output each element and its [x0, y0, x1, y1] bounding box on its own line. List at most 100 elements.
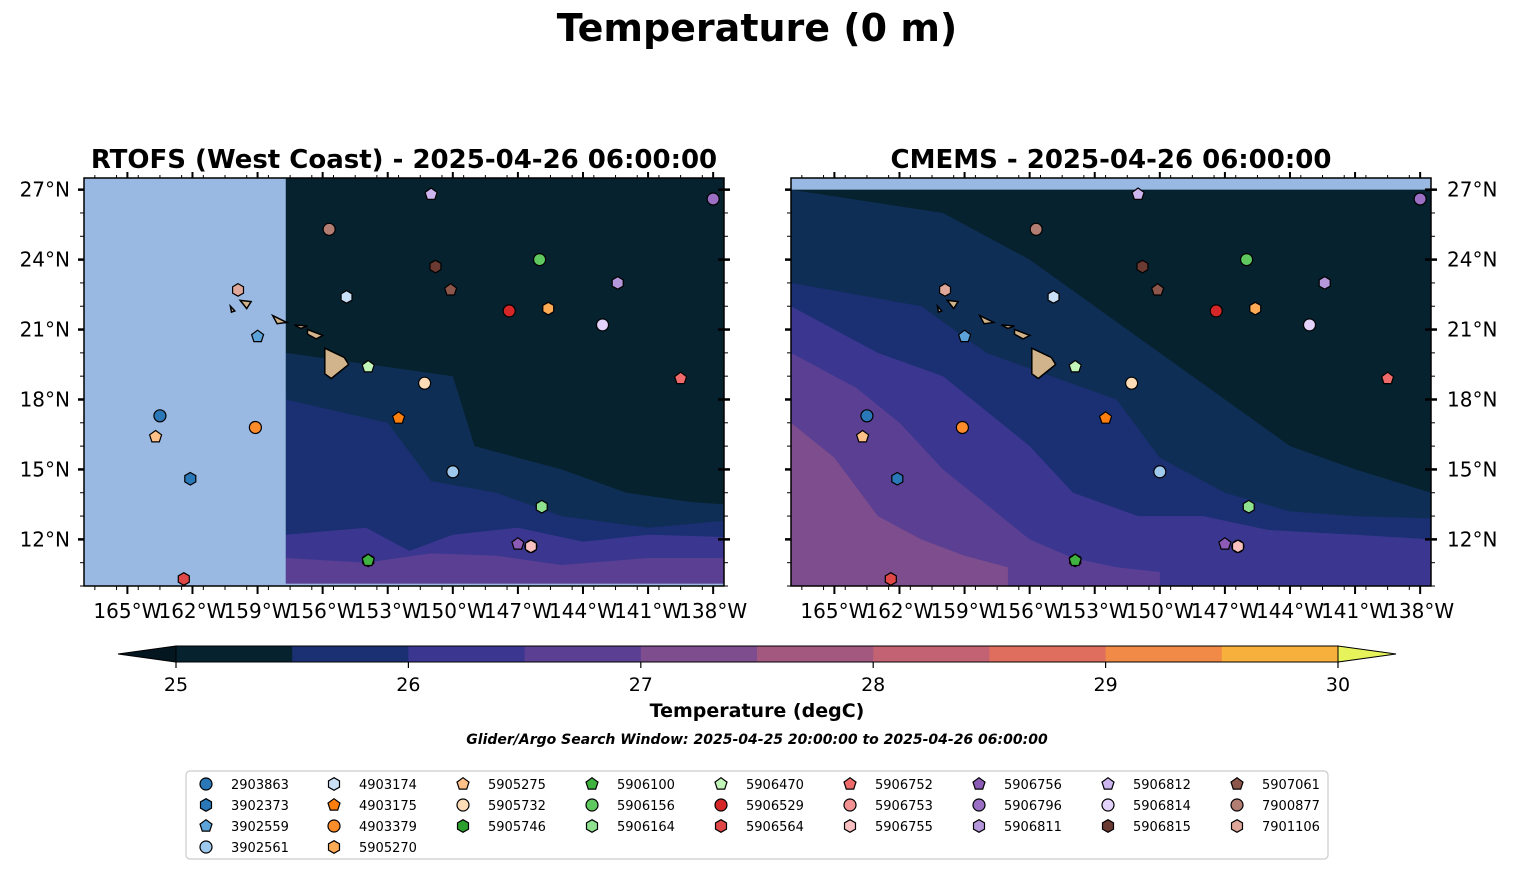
float-5906564 — [177, 572, 190, 586]
legend-marker-5906100 — [585, 776, 599, 790]
float-4903379 — [955, 420, 969, 435]
legend-label: 5906814 — [1133, 799, 1191, 814]
x-tick-label: 138°W — [1386, 599, 1454, 623]
temperature-field — [791, 178, 1431, 586]
float-5905732 — [418, 376, 432, 390]
colorbar-segment — [989, 646, 1107, 662]
colorbar-frame — [175, 645, 1339, 663]
legend-label: 4903379 — [359, 820, 417, 835]
legend-marker-5906156 — [585, 798, 599, 812]
float-3902373 — [184, 471, 197, 486]
float-7900877 — [1029, 222, 1043, 236]
legend-marker-5906796 — [972, 798, 986, 812]
float-5906752 — [673, 371, 688, 385]
float-5906100 — [1068, 553, 1082, 567]
float-2903863 — [153, 409, 167, 423]
colorbar-segment — [524, 646, 642, 662]
legend-frame — [185, 770, 1329, 860]
legend-marker-5905746 — [456, 819, 470, 833]
panel-title: RTOFS (West Coast) - 2025-04-26 06:00:00 — [91, 145, 717, 175]
x-tick-label: 156°W — [996, 599, 1064, 623]
island-2 — [306, 328, 325, 340]
colorbar-tick-label: 26 — [396, 674, 420, 696]
island-3 — [1001, 324, 1015, 330]
rtofs-map-panel: RTOFS (West Coast) - 2025-04-26 06:00:00… — [20, 145, 748, 623]
figure-title: Temperature (0 m) — [556, 6, 958, 50]
float-2903863 — [860, 409, 874, 423]
legend-marker-5906753 — [843, 798, 857, 812]
x-tick-label: 141°W — [614, 599, 682, 623]
float-5906814 — [1302, 318, 1317, 332]
float-5906812 — [1131, 187, 1145, 200]
legend-label: 3902373 — [231, 799, 289, 814]
island-4 — [977, 313, 997, 325]
legend-label: 4903174 — [359, 778, 417, 793]
float-5907061 — [443, 282, 458, 296]
float-5906470 — [361, 359, 375, 373]
legend-label: 2903863 — [231, 778, 289, 793]
island-6 — [936, 303, 944, 314]
no-data-strip — [84, 583, 724, 586]
x-tick-label: 144°W — [549, 599, 617, 623]
float-4903175 — [1098, 411, 1113, 424]
x-tick-label: 147°W — [484, 599, 552, 623]
island-6 — [229, 303, 237, 314]
legend-marker-5906814 — [1101, 798, 1115, 812]
legend-label: 5906752 — [875, 778, 933, 793]
no-data-region — [84, 178, 286, 586]
colorbar-segment — [640, 646, 758, 662]
legend-label: 5906564 — [746, 820, 804, 835]
y-tick-label: 15°N — [20, 457, 70, 481]
legend-marker-5905732 — [456, 798, 470, 812]
y-tick-label: 21°N — [20, 318, 70, 342]
float-5906470 — [1068, 359, 1082, 373]
float-5906529 — [1209, 304, 1223, 318]
x-tick-label: 162°W — [158, 599, 226, 623]
float-7900877 — [322, 222, 336, 236]
x-tick-label: 165°W — [93, 599, 161, 623]
legend-marker-4903379 — [327, 819, 341, 833]
colorbar-segment — [757, 646, 874, 662]
cmems-map-panel: CMEMS - 2025-04-26 06:00:00 165°W162°W159… — [785, 145, 1497, 623]
legend-label: 5906812 — [1133, 778, 1191, 793]
legend-label: 5906100 — [617, 778, 675, 793]
float-5906529 — [502, 304, 516, 318]
float-5906755 — [524, 539, 538, 554]
legend-marker-5905270 — [327, 840, 341, 854]
float-5906815 — [1136, 259, 1149, 274]
y-tick-label: 24°N — [20, 248, 70, 272]
y-tick-label: 15°N — [1447, 457, 1497, 481]
float-5907061 — [1150, 282, 1165, 296]
legend-marker-7900877 — [1230, 798, 1244, 812]
y-tick-label: 12°N — [1447, 527, 1497, 551]
search-window-note: Glider/Argo Search Window: 2025-04-25 20… — [466, 732, 1048, 748]
legend-label: 5906470 — [746, 778, 804, 793]
colorbar-segment — [292, 646, 409, 662]
legend-label: 5906156 — [617, 799, 675, 814]
float-legend: 2903863 3902373 3902559 3902561 4903174 49031… — [185, 770, 1329, 860]
legend-marker-5906756 — [972, 776, 986, 790]
colorbar-under-arrow — [117, 645, 177, 663]
island-1 — [1031, 347, 1057, 380]
legend-marker-3902373 — [199, 798, 213, 812]
x-tick-label: 159°W — [224, 599, 292, 623]
float-7901106 — [938, 282, 952, 297]
x-tick-label: 153°W — [354, 599, 422, 623]
y-tick-label: 18°N — [1447, 387, 1497, 411]
x-tick-label: 141°W — [1321, 599, 1389, 623]
float-5906100 — [361, 553, 375, 567]
legend-label: 5905275 — [488, 778, 546, 793]
temperature-field — [84, 178, 724, 586]
legend-label: 5906164 — [617, 820, 675, 835]
float-7901106 — [232, 282, 245, 297]
float-4903174 — [1047, 289, 1060, 304]
x-tick-label: 165°W — [800, 599, 868, 623]
legend-marker-5906812 — [1101, 776, 1115, 790]
float-5906796 — [706, 192, 720, 206]
legend-marker-5906815 — [1101, 819, 1115, 833]
x-tick-label: 144°W — [1256, 599, 1324, 623]
float-5905275 — [855, 429, 870, 443]
legend-label: 3902559 — [231, 820, 289, 835]
float-4903379 — [248, 420, 262, 435]
map-frame — [790, 177, 1432, 587]
